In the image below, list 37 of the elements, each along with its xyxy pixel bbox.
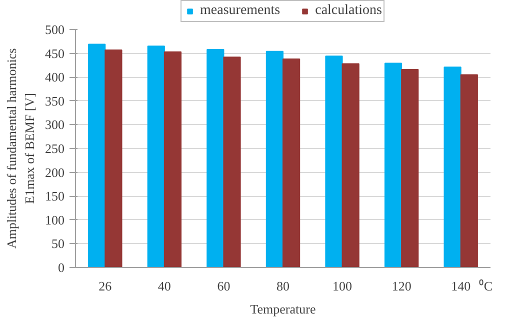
bar xyxy=(147,46,165,268)
y-tick-label: 200 xyxy=(45,164,64,180)
text: ⁰C xyxy=(478,278,493,294)
bar xyxy=(104,49,122,268)
y-tick-label: 250 xyxy=(45,141,64,156)
y-tick-label: 50 xyxy=(52,236,64,252)
bar xyxy=(88,44,106,268)
bar xyxy=(384,62,402,268)
x-tick-label: 80 xyxy=(276,278,290,294)
legend-label: measurements xyxy=(200,3,280,19)
bar xyxy=(266,50,284,268)
y-tick-label: 100 xyxy=(45,212,64,228)
bar xyxy=(325,56,343,268)
x-tick-label: 60 xyxy=(217,278,230,294)
y-tick-label: 450 xyxy=(45,46,64,61)
bar xyxy=(206,48,224,268)
legend-label: calculations xyxy=(315,3,382,19)
x-tick-label: 140 xyxy=(451,278,471,294)
bar xyxy=(164,51,182,268)
y-tick-label: 0 xyxy=(58,260,64,275)
y-tick-label: 300 xyxy=(45,117,64,132)
y-tick-label: 500 xyxy=(45,22,64,37)
y-tick-label: 150 xyxy=(45,188,64,204)
bar xyxy=(223,56,241,268)
y-tick-label: 400 xyxy=(45,70,64,85)
bar xyxy=(444,66,462,268)
x-tick-label: 120 xyxy=(392,278,412,294)
y-axis-title: Amplitudes of fundamental harmonics E1max of BEMF [V] xyxy=(4,48,37,249)
x-axis-title: Temperature xyxy=(250,302,316,316)
y-tick-label: 350 xyxy=(45,93,64,108)
bar xyxy=(342,63,360,268)
bar xyxy=(460,74,478,268)
bar xyxy=(401,68,419,268)
x-tick-label: 100 xyxy=(332,278,352,294)
x-tick-label: 40 xyxy=(158,278,171,294)
bar xyxy=(282,58,300,268)
x-tick-label: 26 xyxy=(98,278,112,294)
